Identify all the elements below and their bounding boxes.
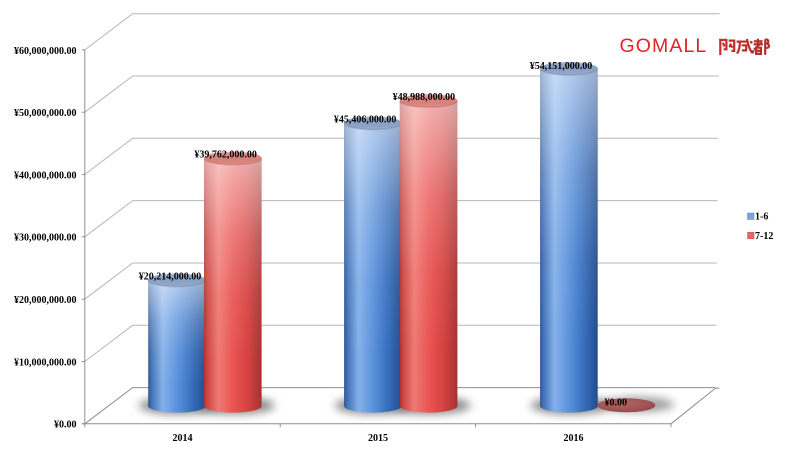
svg-text:2015: 2015 [368, 433, 388, 444]
svg-text:¥0.00: ¥0.00 [605, 397, 628, 408]
svg-text:¥20,000,000.00: ¥20,000,000.00 [14, 295, 77, 306]
svg-text:¥45,406,000.00: ¥45,406,000.00 [334, 114, 397, 125]
svg-text:7-12: 7-12 [755, 231, 773, 242]
svg-text:¥60,000,000.00: ¥60,000,000.00 [14, 46, 77, 57]
svg-text:1-6: 1-6 [755, 211, 768, 222]
svg-text:¥30,000,000.00: ¥30,000,000.00 [14, 233, 77, 244]
svg-text:¥54,151,000.00: ¥54,151,000.00 [530, 61, 593, 72]
svg-text:¥0.00: ¥0.00 [54, 420, 77, 431]
svg-text:¥10,000,000.00: ¥10,000,000.00 [14, 357, 77, 368]
svg-text:2016: 2016 [564, 433, 584, 444]
svg-text:GOMALL: GOMALL [620, 35, 708, 57]
svg-text:2014: 2014 [173, 433, 193, 444]
svg-text:¥48,988,000.00: ¥48,988,000.00 [393, 92, 456, 103]
svg-text:¥40,000,000.00: ¥40,000,000.00 [14, 170, 77, 181]
svg-text:¥20,214,000.00: ¥20,214,000.00 [139, 271, 202, 282]
svg-text:¥39,762,000.00: ¥39,762,000.00 [194, 150, 257, 161]
svg-text:¥50,000,000.00: ¥50,000,000.00 [14, 108, 77, 119]
